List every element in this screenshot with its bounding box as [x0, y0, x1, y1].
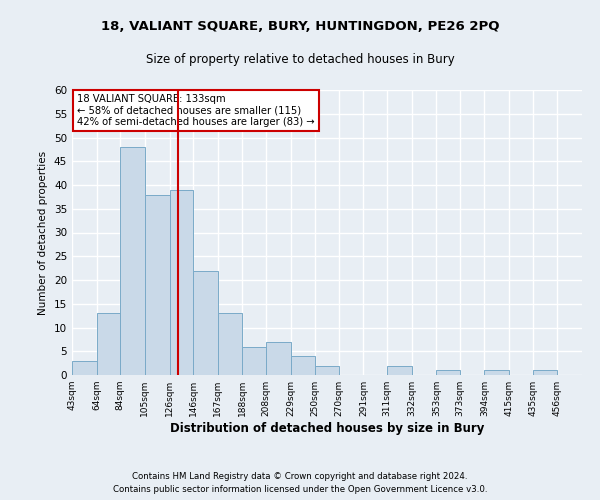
- Bar: [242, 346, 266, 375]
- Bar: [193, 270, 218, 375]
- Bar: [72, 361, 97, 375]
- Bar: [170, 190, 193, 375]
- Bar: [97, 313, 120, 375]
- Text: 18, VALIANT SQUARE, BURY, HUNTINGDON, PE26 2PQ: 18, VALIANT SQUARE, BURY, HUNTINGDON, PE…: [101, 20, 499, 33]
- X-axis label: Distribution of detached houses by size in Bury: Distribution of detached houses by size …: [170, 422, 484, 435]
- Bar: [145, 194, 170, 375]
- Bar: [290, 356, 315, 375]
- Bar: [484, 370, 509, 375]
- Text: Contains HM Land Registry data © Crown copyright and database right 2024.: Contains HM Land Registry data © Crown c…: [132, 472, 468, 481]
- Bar: [387, 366, 412, 375]
- Bar: [120, 147, 145, 375]
- Bar: [315, 366, 339, 375]
- Bar: [218, 313, 242, 375]
- Text: 18 VALIANT SQUARE: 133sqm
← 58% of detached houses are smaller (115)
42% of semi: 18 VALIANT SQUARE: 133sqm ← 58% of detac…: [77, 94, 315, 128]
- Bar: [266, 342, 290, 375]
- Bar: [533, 370, 557, 375]
- Text: Size of property relative to detached houses in Bury: Size of property relative to detached ho…: [146, 52, 454, 66]
- Y-axis label: Number of detached properties: Number of detached properties: [38, 150, 49, 314]
- Bar: [436, 370, 460, 375]
- Text: Contains public sector information licensed under the Open Government Licence v3: Contains public sector information licen…: [113, 485, 487, 494]
